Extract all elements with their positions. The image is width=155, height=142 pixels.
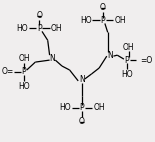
Text: P: P <box>22 67 26 77</box>
Text: N: N <box>108 51 113 60</box>
Text: OH: OH <box>19 54 31 63</box>
Text: N: N <box>79 75 85 84</box>
Text: O=: O= <box>2 67 14 77</box>
Text: N: N <box>50 54 55 63</box>
Text: P: P <box>101 16 105 25</box>
Text: HO: HO <box>121 70 133 80</box>
Text: OH: OH <box>114 16 126 25</box>
Text: O: O <box>100 3 106 12</box>
Text: HO: HO <box>80 16 92 25</box>
Text: =O: =O <box>140 56 152 65</box>
Text: P: P <box>124 56 129 65</box>
Text: O: O <box>79 117 85 126</box>
Text: HO: HO <box>16 24 28 33</box>
Text: P: P <box>80 103 84 112</box>
Text: P: P <box>37 24 41 33</box>
Text: HO: HO <box>59 103 71 112</box>
Text: OH: OH <box>123 43 135 52</box>
Text: HO: HO <box>18 82 30 91</box>
Text: OH: OH <box>51 24 62 33</box>
Text: O: O <box>36 11 42 20</box>
Text: OH: OH <box>93 103 105 112</box>
